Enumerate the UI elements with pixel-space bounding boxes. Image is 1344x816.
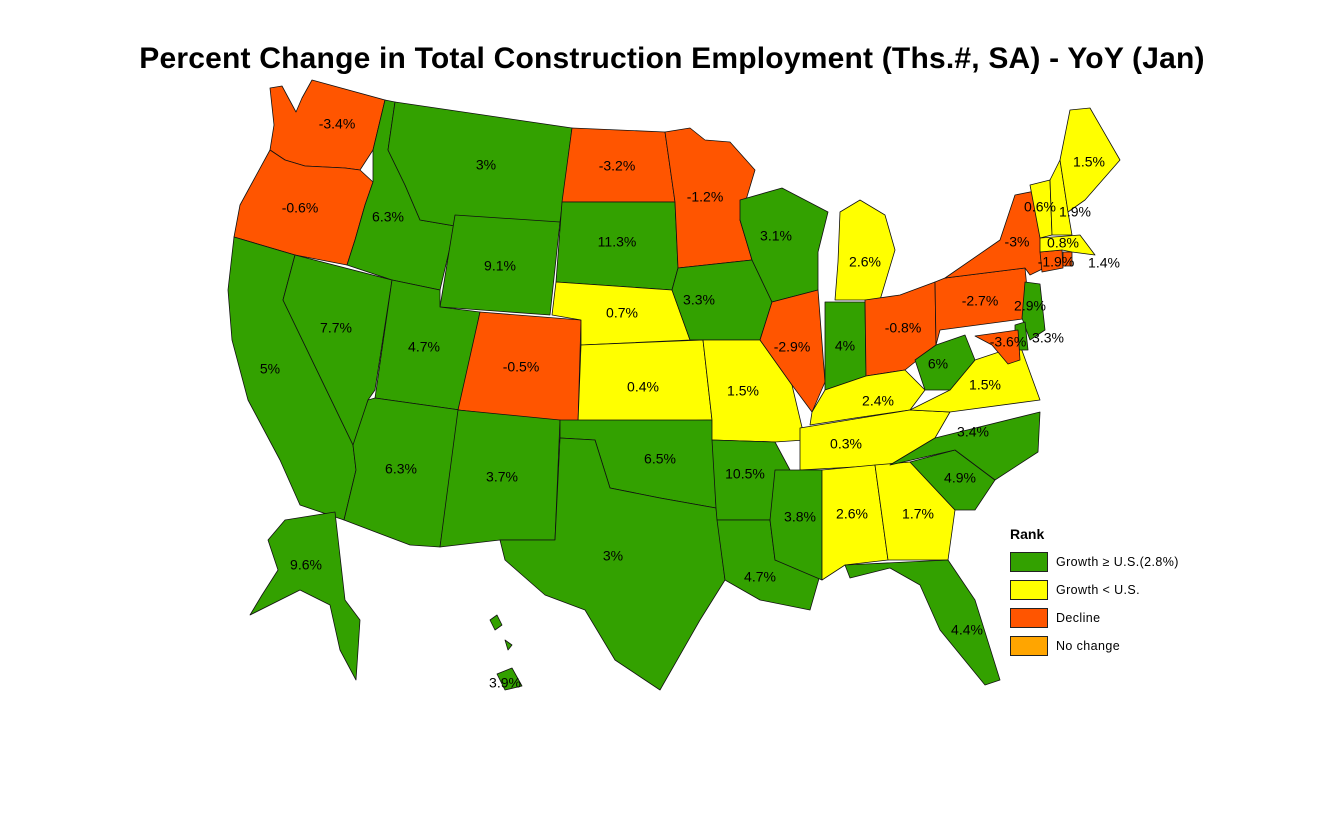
state-label-oh: -0.8% bbox=[885, 320, 922, 336]
state-mn bbox=[664, 127, 756, 269]
legend-label: Growth ≥ U.S.(2.8%) bbox=[1056, 555, 1179, 569]
state-label-nj: 2.9% bbox=[1014, 298, 1046, 314]
state-label-ma: 0.8% bbox=[1047, 235, 1079, 251]
state-label-mo: 1.5% bbox=[727, 383, 759, 399]
state-label-ma-callout: 1.4% bbox=[1088, 255, 1120, 271]
state-label-sd: 11.3% bbox=[598, 234, 637, 250]
state-label-wi: 3.1% bbox=[760, 228, 792, 244]
state-ak bbox=[249, 511, 361, 681]
state-label-md: -3.6% bbox=[990, 334, 1027, 350]
state-label-fl: 4.4% bbox=[951, 622, 983, 638]
state-label-hi: 3.9% bbox=[489, 675, 521, 691]
state-label-il: -2.9% bbox=[774, 339, 811, 355]
state-label-wv: 6% bbox=[928, 356, 948, 372]
legend-item-growth-below: Growth < U.S. bbox=[1010, 576, 1179, 604]
state-label-me: 1.5% bbox=[1073, 154, 1105, 170]
state-label-tn: 0.3% bbox=[830, 436, 862, 452]
state-label-ct: -1.9% bbox=[1038, 254, 1075, 270]
state-nc bbox=[889, 411, 1041, 481]
state-label-ga: 1.7% bbox=[902, 506, 934, 522]
legend-label: Decline bbox=[1056, 611, 1101, 625]
state-label-pa: -2.7% bbox=[962, 293, 999, 309]
state-label-or: -0.6% bbox=[282, 200, 319, 216]
state-label-wa: -3.4% bbox=[319, 116, 356, 132]
state-label-ms: 3.8% bbox=[784, 509, 816, 525]
legend-label: No change bbox=[1056, 639, 1121, 653]
state-label-in: 4% bbox=[835, 338, 855, 354]
state-label-ok: 6.5% bbox=[644, 451, 676, 467]
state-nh bbox=[1049, 159, 1073, 236]
state-ma bbox=[1039, 234, 1096, 256]
state-label-ar: 10.5% bbox=[725, 466, 765, 482]
state-label-ia: 3.3% bbox=[683, 292, 715, 308]
state-label-co: -0.5% bbox=[503, 359, 540, 375]
legend-item-growth-above: Growth ≥ U.S.(2.8%) bbox=[1010, 548, 1179, 576]
state-nj bbox=[1021, 281, 1046, 341]
state-label-ne: 0.7% bbox=[606, 305, 638, 321]
state-label-az: 6.3% bbox=[385, 461, 417, 477]
state-md bbox=[974, 329, 1021, 365]
state-label-va: 1.5% bbox=[969, 377, 1001, 393]
state-label-nv: 7.7% bbox=[320, 320, 352, 336]
legend-item-decline: Decline bbox=[1010, 604, 1179, 632]
state-label-nh: 1.9% bbox=[1059, 204, 1091, 220]
state-ga bbox=[874, 461, 956, 561]
state-wv bbox=[914, 334, 976, 391]
state-label-sc: 4.9% bbox=[944, 470, 976, 486]
state-label-ky: 2.4% bbox=[862, 393, 894, 409]
state-label-tx: 3% bbox=[603, 548, 623, 564]
state-label-ut: 4.7% bbox=[408, 339, 440, 355]
legend-swatch-yellow bbox=[1010, 580, 1048, 600]
state-label-id: 6.3% bbox=[372, 209, 404, 225]
state-label-mi: 2.6% bbox=[849, 254, 881, 270]
state-al bbox=[821, 464, 889, 581]
state-label-mn: -1.2% bbox=[687, 189, 724, 205]
state-label-ca: 5% bbox=[260, 361, 280, 377]
state-label-nd: -3.2% bbox=[599, 158, 636, 174]
state-fl bbox=[844, 559, 1001, 686]
legend-swatch-orange-red bbox=[1010, 608, 1048, 628]
state-label-al: 2.6% bbox=[836, 506, 868, 522]
state-label-nc: 3.4% bbox=[957, 424, 989, 440]
state-label-nm: 3.7% bbox=[486, 469, 518, 485]
state-label-ny: -3% bbox=[1005, 234, 1030, 250]
state-label-mt: 3% bbox=[476, 157, 496, 173]
state-wy bbox=[439, 214, 561, 316]
legend-label: Growth < U.S. bbox=[1056, 583, 1141, 597]
state-mi bbox=[834, 199, 896, 301]
state-label-ak: 9.6% bbox=[290, 557, 322, 573]
state-me bbox=[1059, 107, 1121, 213]
legend-title: Rank bbox=[1010, 526, 1045, 542]
legend: Rank Growth ≥ U.S.(2.8%) Growth < U.S. D… bbox=[1010, 526, 1179, 660]
map-title: Percent Change in Total Construction Emp… bbox=[139, 42, 1205, 75]
state-label-vt: 0.6% bbox=[1024, 199, 1056, 215]
legend-item-no-change: No change bbox=[1010, 632, 1179, 660]
state-ms bbox=[769, 469, 823, 581]
legend-swatch-green bbox=[1010, 552, 1048, 572]
state-label-ks: 0.4% bbox=[627, 379, 659, 395]
state-label-wy: 9.1% bbox=[484, 258, 516, 274]
state-ri bbox=[1062, 251, 1073, 267]
state-label-de: 3.3% bbox=[1032, 330, 1064, 346]
legend-swatch-orange bbox=[1010, 636, 1048, 656]
state-hi bbox=[489, 614, 523, 691]
state-label-la: 4.7% bbox=[744, 569, 776, 585]
